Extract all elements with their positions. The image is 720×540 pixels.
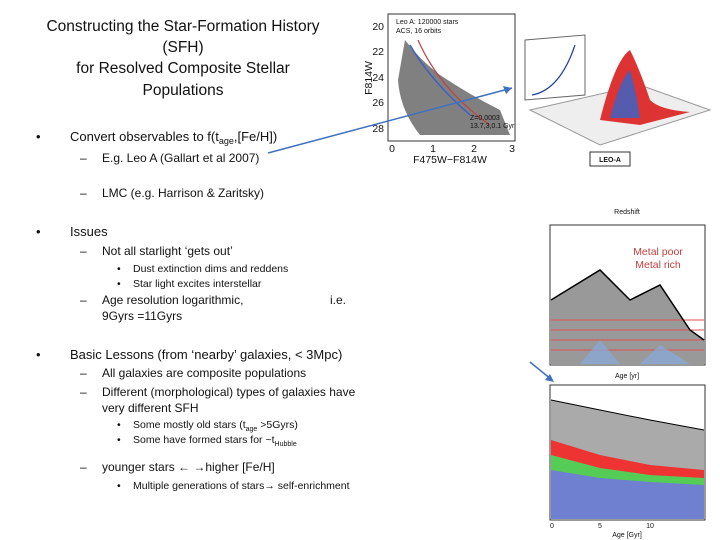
tick-label: 26 <box>372 97 384 109</box>
sub-bullet: younger stars ← →higher [Fe/H] <box>102 460 275 474</box>
label: Z=0.0003 <box>470 115 500 122</box>
title-line: for Resolved Composite Stellar <box>76 60 290 77</box>
bullet: Convert observables to f(tage,[Fe/H]) <box>70 129 277 146</box>
sub-sub-bullet: Multiple generations of stars→ self-enri… <box>133 480 350 492</box>
sfh-figure: Redshift Metal poor Metal rich Age [yr] <box>549 209 706 380</box>
tag: LEO-A <box>599 157 621 164</box>
axis-label: F475W−F814W <box>413 154 487 166</box>
sub-bullet: Not all starlight ‘gets out’ <box>102 244 233 258</box>
tick-label: 20 <box>372 21 384 33</box>
bullet-dot: • <box>36 129 41 144</box>
title-line: (SFH) <box>162 39 203 56</box>
sub-sub-bullet: Some have formed stars for ~tHubble <box>133 434 297 448</box>
arrow-head <box>545 374 554 382</box>
tick-label: 28 <box>372 123 384 135</box>
body: • Convert observables to f(tage,[Fe/H]) … <box>36 129 356 492</box>
dash: – <box>80 244 87 258</box>
text: Some mostly old stars (t <box>133 419 246 431</box>
dash: – <box>80 186 87 200</box>
sub-sub-bullet: Star light excites interstellar <box>133 278 262 290</box>
axis-label: Age [yr] <box>615 373 639 380</box>
tick-label: 22 <box>372 46 384 58</box>
isochrone <box>417 39 491 126</box>
sfr-figure: 0 5 10 Age [Gyr] <box>549 384 706 539</box>
dash: – <box>80 385 87 399</box>
tick-label: 2 <box>471 143 477 155</box>
title: Constructing the Star-Formation History … <box>46 18 319 99</box>
arrow <box>267 87 513 154</box>
sub-bullet: All galaxies are composite populations <box>102 366 306 380</box>
bullet: Issues <box>70 224 108 239</box>
subscript: age <box>219 136 234 146</box>
tick-label: 5 <box>598 523 602 530</box>
area <box>580 340 690 364</box>
arrow-head <box>503 86 512 94</box>
bullet-dot: • <box>117 278 121 290</box>
sub-sub-bullet: Dust extinction dims and reddens <box>133 263 288 275</box>
label: ACS, 16 orbits <box>396 28 442 35</box>
bullet-dot: • <box>117 263 121 275</box>
line <box>550 269 705 341</box>
dash: – <box>80 151 87 165</box>
frame <box>524 34 586 101</box>
surface-figure: LEO-A <box>524 34 712 167</box>
sub-bullet: E.g. Leo A (Gallart et al 2007) <box>102 151 259 165</box>
dash: – <box>80 366 87 380</box>
dash: – <box>80 293 87 307</box>
tag-box <box>589 151 631 167</box>
tick-label: 0 <box>389 143 395 155</box>
bullet-dot: • <box>117 434 121 446</box>
aside: i.e. <box>330 293 346 307</box>
sub-bullet: LMC (e.g. Harrison & Zaritsky) <box>102 186 264 200</box>
bullet-dot: • <box>117 480 121 492</box>
title-line: Constructing the Star-Formation History <box>46 18 319 35</box>
surface <box>610 70 640 118</box>
tick-label: 24 <box>372 72 384 84</box>
text: Some have formed stars for ~t <box>133 434 275 446</box>
title-line: Populations <box>142 82 223 99</box>
curve <box>531 44 576 96</box>
bullet-dot: • <box>117 419 121 431</box>
tick-label: 10 <box>646 523 654 530</box>
axis-label: Age [Gyr] <box>612 532 642 539</box>
text: >5Gyrs) <box>257 419 298 431</box>
legend: Metal poor <box>633 246 683 258</box>
sub-bullet: very different SFH <box>102 401 198 415</box>
axis-label: F814W <box>363 61 375 95</box>
tick-label: 3 <box>509 143 515 155</box>
axis-label: Redshift <box>614 209 640 216</box>
area <box>551 470 704 519</box>
hatch <box>551 319 704 351</box>
subscript: age <box>246 426 258 433</box>
sub-bullet: Age resolution logarithmic, <box>102 293 243 307</box>
line <box>550 399 705 431</box>
tick-label: 1 <box>430 143 436 155</box>
legend: Metal rich <box>635 259 681 271</box>
sub-bullet: 9Gyrs =11Gyrs <box>102 309 182 323</box>
dash: – <box>80 460 87 474</box>
bullet: Basic Lessons (from ‘nearby’ galaxies, <… <box>70 347 342 362</box>
bullet-dot: • <box>36 224 41 239</box>
isochrone <box>409 44 471 116</box>
label: 13.7,3,0.1 Gyr <box>470 123 515 130</box>
text: ,[Fe/H]) <box>234 129 277 144</box>
label: Leo A: 120000 stars <box>396 19 459 26</box>
text: Convert observables to f(t <box>70 129 219 144</box>
sub-bullet: Different (morphological) types of galax… <box>102 385 356 399</box>
bullet-dot: • <box>36 347 41 362</box>
subscript: Hubble <box>275 441 297 448</box>
sub-sub-bullet: Some mostly old stars (tage >5Gyrs) <box>133 419 298 433</box>
tick-label: 0 <box>550 523 554 530</box>
